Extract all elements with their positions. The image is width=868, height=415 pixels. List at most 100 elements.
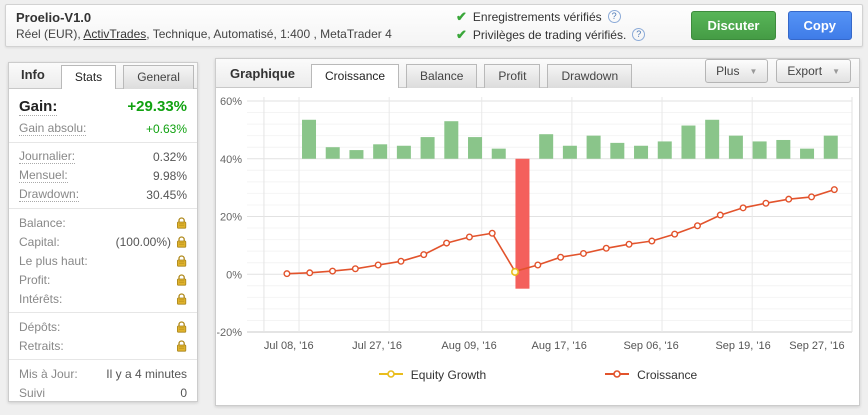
plus-dropdown[interactable]: Plus ▼ — [705, 59, 769, 83]
weekly-gain-bar[interactable] — [657, 141, 672, 159]
stat-row: Journalier: 0.32% — [9, 147, 197, 166]
growth-point[interactable] — [830, 186, 838, 194]
weekly-gain-bar[interactable] — [776, 139, 791, 159]
weekly-gain-bar[interactable] — [634, 145, 649, 159]
growth-point[interactable] — [351, 265, 359, 273]
growth-point[interactable] — [420, 251, 428, 259]
legend-marker-icon — [604, 368, 630, 382]
growth-point[interactable] — [785, 195, 793, 203]
weekly-gain-bar[interactable] — [491, 148, 506, 159]
weekly-gain-bar[interactable] — [325, 147, 340, 159]
stat-row: Mis à Jour: Il y a 4 minutes — [9, 364, 197, 383]
growth-point[interactable] — [534, 261, 542, 269]
growth-point[interactable] — [625, 240, 633, 248]
stat-row: Capital: (100.00%) — [9, 232, 197, 251]
stat-value — [176, 216, 187, 229]
stats-sidebar: Info Stats General Gain: +29.33% Gain absol… — [8, 62, 198, 402]
sidebar-tab-general[interactable]: General — [123, 65, 194, 89]
weekly-gain-bar[interactable] — [728, 135, 743, 159]
stat-row: Drawdown: 30.45% — [9, 185, 197, 204]
weekly-gain-bar[interactable] — [681, 125, 696, 159]
weekly-loss-bar[interactable] — [515, 158, 530, 289]
growth-point[interactable] — [693, 222, 701, 230]
export-dropdown-label: Export — [787, 64, 823, 78]
export-dropdown[interactable]: Export ▼ — [776, 59, 851, 83]
growth-point[interactable] — [671, 230, 679, 238]
growth-point[interactable] — [374, 261, 382, 269]
growth-chart[interactable]: 60% 40% 20% 0% -20% Jul 08, '16 Jul 27, '16 Aug… — [216, 88, 859, 383]
help-icon[interactable]: ? — [607, 10, 621, 23]
chart-panel: Graphique Croissance Balance Profit Drawdow… — [215, 58, 860, 406]
account-details-text: , Technique, Automatisé, 1:400 , MetaTra… — [146, 27, 392, 41]
weekly-gain-bar[interactable] — [705, 119, 720, 159]
growth-point[interactable] — [808, 193, 816, 201]
stat-row: Retraits: — [9, 336, 197, 355]
stat-label: Dépôts: — [19, 319, 61, 334]
weekly-gain-bar[interactable] — [373, 144, 388, 159]
growth-point[interactable] — [465, 233, 473, 241]
growth-point[interactable] — [762, 199, 770, 207]
sidebar-tab-stats[interactable]: Stats — [60, 65, 117, 89]
growth-point[interactable] — [579, 249, 587, 257]
growth-point[interactable] — [602, 244, 610, 252]
weekly-gain-bar[interactable] — [823, 135, 838, 159]
growth-point[interactable] — [283, 270, 291, 278]
x-axis-tick: Sep 06, '16 — [623, 340, 678, 352]
weekly-gain-bar[interactable] — [444, 121, 459, 159]
stat-value-text: Il y a 4 minutes — [106, 366, 187, 381]
stat-label: Intérêts: — [19, 291, 63, 306]
account-type-text: Réel (EUR), — [16, 27, 84, 41]
chart-tab-balance[interactable]: Balance — [406, 64, 478, 88]
weekly-gain-bar[interactable] — [468, 137, 483, 159]
equity-growth-point[interactable] — [511, 267, 520, 276]
stat-label: Balance: — [19, 215, 66, 230]
weekly-gain-bar[interactable] — [539, 134, 554, 159]
copy-button[interactable]: Copy — [787, 11, 852, 40]
stat-value: +0.63% — [146, 122, 187, 136]
weekly-gain-bar[interactable] — [586, 135, 601, 159]
chart-tab-drawdown[interactable]: Drawdown — [547, 64, 633, 88]
lock-icon — [176, 216, 187, 229]
growth-point[interactable] — [329, 267, 337, 275]
weekly-gain-bar[interactable] — [800, 148, 815, 159]
growth-point[interactable] — [739, 204, 747, 212]
broker-link[interactable]: ActivTrades — [83, 27, 147, 41]
weekly-gain-bar[interactable] — [752, 141, 767, 159]
growth-chart-svg: 60% 40% 20% 0% -20% Jul 08, '16 Jul 27, '16 Aug… — [216, 96, 853, 352]
chart-section-label: Graphique — [230, 66, 296, 81]
divider — [9, 312, 197, 313]
chart-tab-croissance[interactable]: Croissance — [311, 64, 400, 88]
legend-item-equity-growth[interactable]: Equity Growth — [378, 368, 486, 382]
growth-point[interactable] — [716, 211, 724, 219]
weekly-gain-bar[interactable] — [349, 150, 364, 159]
stat-value — [176, 339, 187, 352]
growth-point[interactable] — [397, 257, 405, 265]
help-icon[interactable]: ? — [632, 28, 646, 41]
stat-row: Mensuel: 9.98% — [9, 166, 197, 185]
stat-label: Suivi — [19, 385, 46, 400]
weekly-gain-bar[interactable] — [420, 137, 435, 159]
growth-point[interactable] — [443, 239, 451, 247]
stat-value: 0 — [180, 386, 187, 400]
discuss-button[interactable]: Discuter — [691, 11, 776, 40]
weekly-gain-bar[interactable] — [302, 119, 317, 159]
check-icon: ✔ — [456, 8, 467, 24]
y-axis-tick: 0% — [226, 269, 242, 281]
legend-marker-icon — [378, 368, 404, 382]
weekly-gain-bar[interactable] — [396, 145, 411, 159]
account-title: Proelio-V1.0 — [16, 10, 92, 25]
growth-point[interactable] — [648, 237, 656, 245]
stat-value: Il y a 4 minutes — [106, 367, 187, 381]
growth-point[interactable] — [557, 253, 565, 261]
divider — [9, 208, 197, 209]
chart-tab-profit[interactable]: Profit — [484, 64, 541, 88]
lock-icon — [176, 339, 187, 352]
chart-legend: Equity Growth Croissance — [217, 368, 858, 382]
header-actions: Discuter Copy — [691, 11, 852, 40]
weekly-gain-bar[interactable] — [610, 142, 625, 159]
weekly-gain-bar[interactable] — [562, 145, 577, 159]
account-header: Proelio-V1.0 Réel (EUR), ActivTrades, Te… — [5, 4, 863, 47]
growth-point[interactable] — [306, 269, 314, 277]
legend-item-croissance[interactable]: Croissance — [604, 368, 697, 382]
growth-point[interactable] — [488, 229, 496, 237]
